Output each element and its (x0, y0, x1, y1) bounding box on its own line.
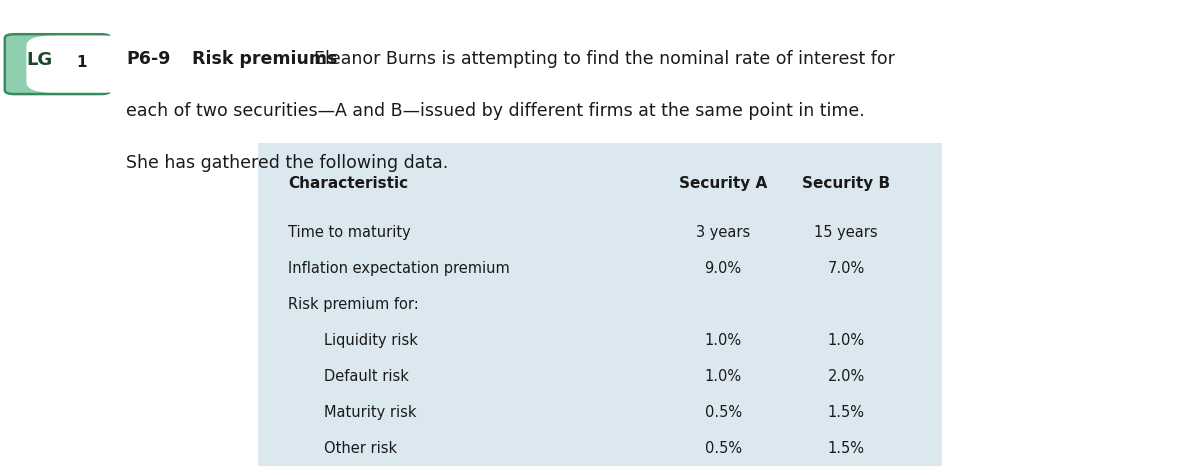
Text: Default risk: Default risk (324, 369, 409, 384)
Text: 1: 1 (77, 55, 86, 70)
Text: 1.0%: 1.0% (704, 333, 742, 348)
Text: P6-9: P6-9 (126, 50, 170, 68)
Text: 9.0%: 9.0% (704, 261, 742, 276)
Text: Risk premium for:: Risk premium for: (288, 297, 419, 312)
Text: 1.0%: 1.0% (828, 333, 865, 348)
Text: Security A: Security A (679, 176, 767, 191)
Text: She has gathered the following data.: She has gathered the following data. (126, 154, 449, 172)
Text: Security B: Security B (802, 176, 890, 191)
Text: LG: LG (26, 51, 53, 69)
Text: 1.0%: 1.0% (704, 369, 742, 384)
Text: each of two securities—A and B—issued by different firms at the same point in ti: each of two securities—A and B—issued by… (126, 102, 865, 120)
Text: 3 years: 3 years (696, 225, 750, 240)
Text: 7.0%: 7.0% (828, 261, 865, 276)
Text: 1.5%: 1.5% (828, 441, 865, 456)
Text: Other risk: Other risk (324, 441, 397, 456)
Text: Characteristic: Characteristic (288, 176, 408, 191)
Text: 1.5%: 1.5% (828, 405, 865, 420)
Text: 0.5%: 0.5% (704, 405, 742, 420)
Text: Risk premiums: Risk premiums (192, 50, 349, 68)
Text: Inflation expectation premium: Inflation expectation premium (288, 261, 510, 276)
Text: 15 years: 15 years (815, 225, 878, 240)
Text: 0.5%: 0.5% (704, 441, 742, 456)
Text: Time to maturity: Time to maturity (288, 225, 410, 240)
Text: 2.0%: 2.0% (828, 369, 865, 384)
Text: Liquidity risk: Liquidity risk (324, 333, 418, 348)
Text: Eleanor Burns is attempting to find the nominal rate of interest for: Eleanor Burns is attempting to find the … (314, 50, 895, 68)
Text: Maturity risk: Maturity risk (324, 405, 416, 420)
